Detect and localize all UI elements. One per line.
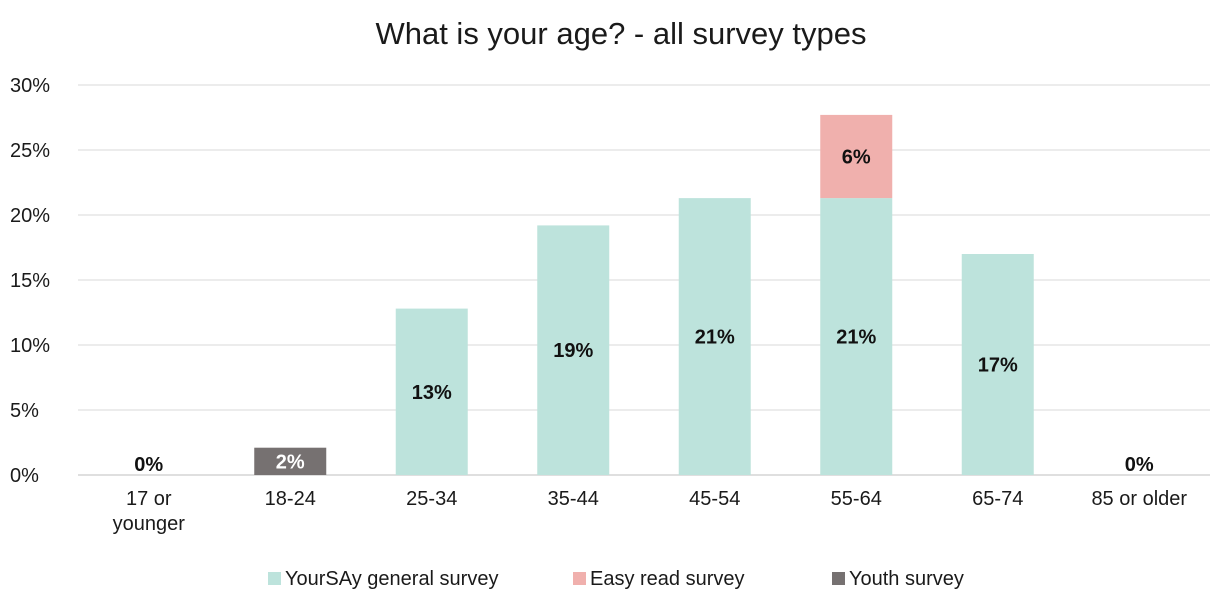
bar-segment (395, 308, 468, 475)
chart-title: What is your age? - all survey types (375, 16, 866, 51)
y-tick-label: 0% (10, 465, 39, 487)
x-tick-label: 25-34 (406, 488, 457, 510)
legend-entry-label: Youth survey (849, 568, 964, 590)
data-labels: 0% 2% 13% 19% 21% 21% 6% 17% 0% (134, 147, 1154, 477)
x-tick-label: 35-44 (548, 488, 599, 510)
bar-segment (254, 447, 327, 475)
y-axis-ticks: 0% 5% 10% 15% 20% 25% 30% (10, 75, 50, 487)
y-tick-label: 10% (10, 335, 50, 357)
data-label: 6% (842, 147, 871, 169)
legend: YourSAy general survey Easy read survey Yo… (268, 568, 964, 590)
bar-segment (961, 254, 1034, 475)
y-tick-label: 15% (10, 270, 50, 292)
legend-entry-label: Easy read survey (590, 568, 745, 590)
y-tick-label: 30% (10, 75, 50, 97)
x-axis-ticks: 17 or younger 18-24 25-34 35-44 45-54 55-64 65-… (113, 488, 1188, 535)
data-label: 13% (412, 382, 452, 404)
data-label: 21% (695, 327, 735, 349)
y-tick-label: 5% (10, 400, 39, 422)
gridlines (78, 84, 1210, 476)
bar-segment (820, 198, 893, 475)
y-tick-label: 20% (10, 205, 50, 227)
data-label: 0% (1125, 454, 1154, 476)
legend-swatch (832, 572, 845, 585)
data-label: 0% (134, 454, 163, 476)
legend-swatch (573, 572, 586, 585)
bar-segment (678, 198, 751, 475)
x-tick-label: 45-54 (689, 488, 740, 510)
bar-segment (537, 225, 610, 475)
legend-swatch (268, 572, 281, 585)
y-tick-label: 25% (10, 140, 50, 162)
legend-entry-label: YourSAy general survey (285, 568, 498, 590)
data-label: 19% (553, 340, 593, 362)
data-label: 17% (978, 355, 1018, 377)
bars (254, 114, 1034, 475)
bar-segment (820, 114, 893, 199)
x-tick-label: 65-74 (972, 488, 1023, 510)
x-tick-label: 18-24 (265, 488, 316, 510)
x-tick-label: 55-64 (831, 488, 882, 510)
x-tick-label: 85 or older (1091, 488, 1187, 510)
x-tick-label: 17 or younger (113, 488, 186, 535)
data-label: 21% (836, 327, 876, 349)
data-label: 2% (276, 451, 305, 473)
